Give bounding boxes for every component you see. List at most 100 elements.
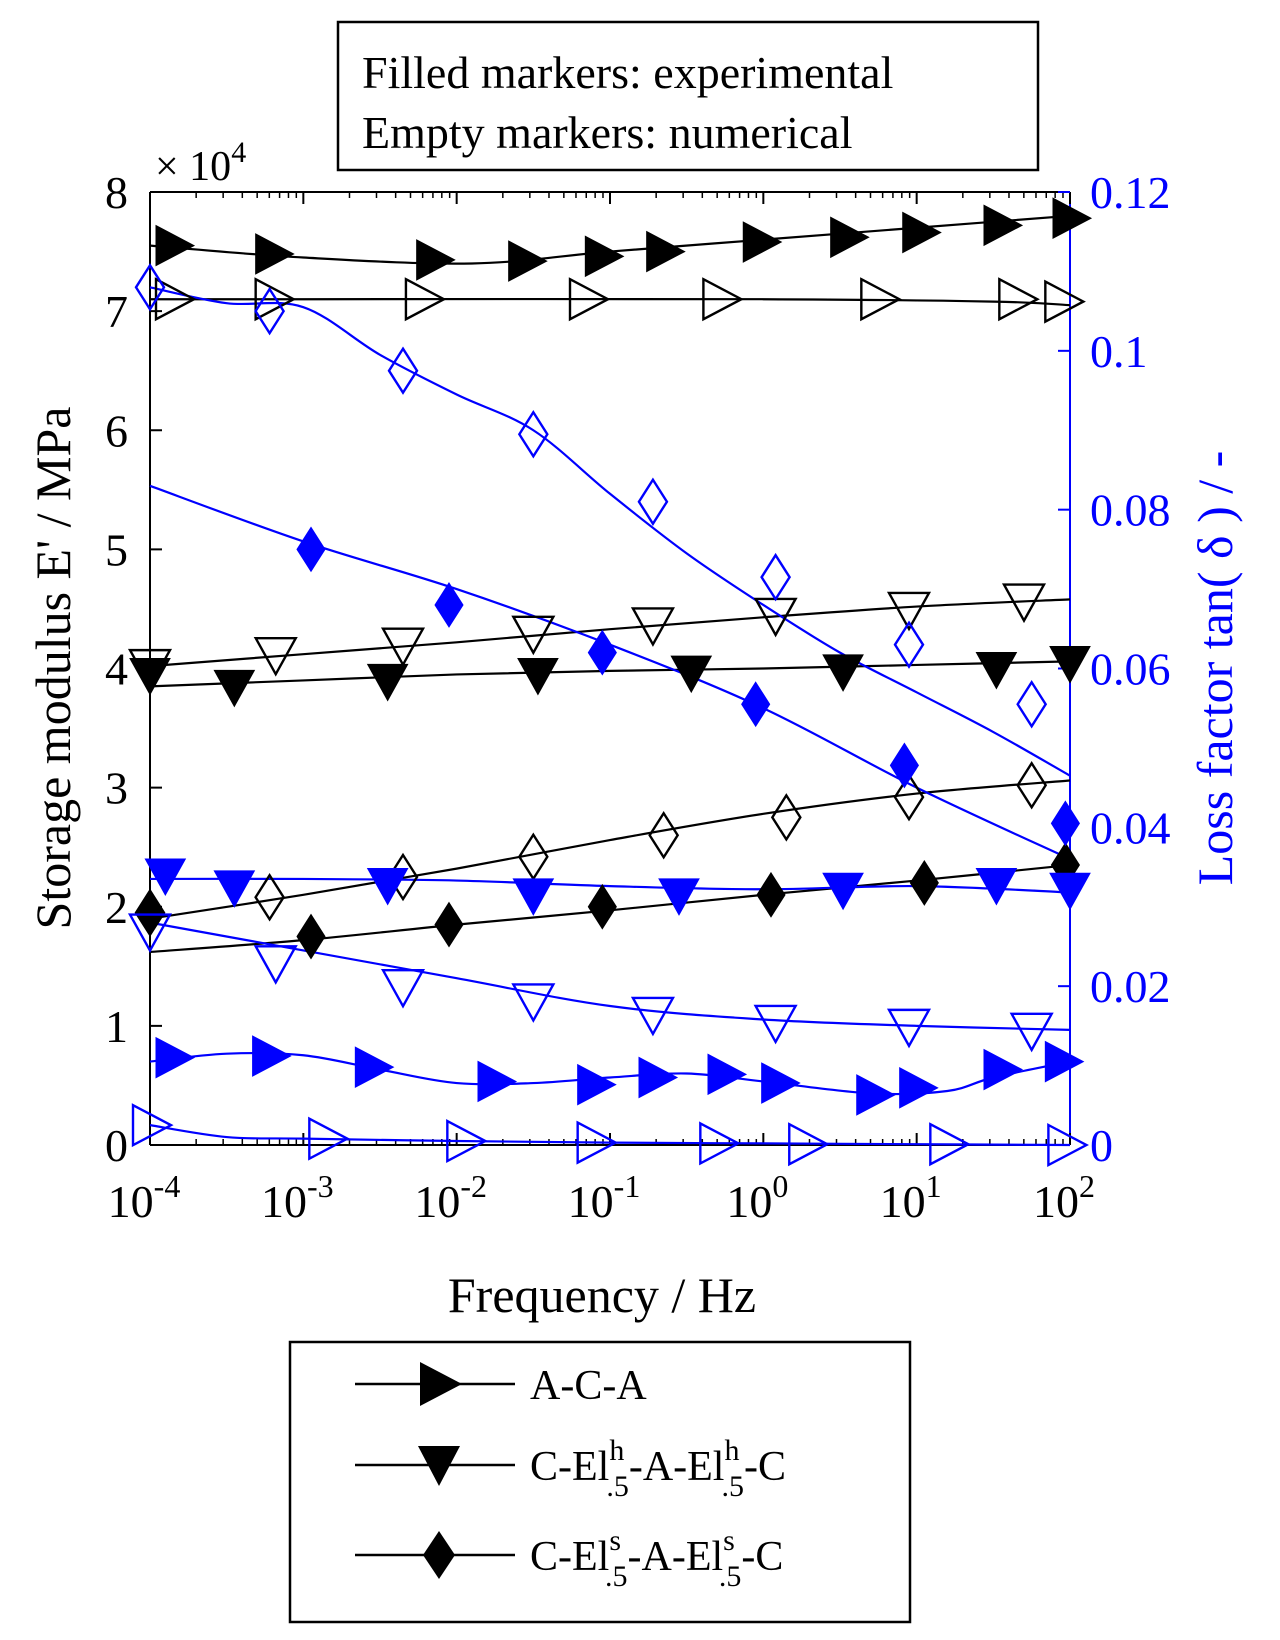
legend-marker-diamond [423, 1531, 455, 1579]
marker-c-el-s-a-el-s-c-loss-exp [587, 629, 617, 676]
marker-a-c-a-loss-exp [707, 1053, 748, 1096]
marker-a-c-a-loss-exp [155, 1036, 196, 1079]
series-line-a-c-a-loss-num [149, 1124, 1071, 1147]
x-tick-label: 10-2 [414, 1168, 487, 1227]
y-axis-right-label: Loss factor tan( δ ) / - [1187, 451, 1243, 886]
marker-c-el-s-a-el-s-c-loss-num [254, 286, 286, 336]
series-line-c-el-s-a-el-s-c-loss-num [149, 286, 1071, 777]
legend-label-aca: A-C-A [530, 1363, 647, 1409]
series-markers [127, 197, 1093, 1167]
marker-a-c-a-loss-exp [899, 1066, 939, 1109]
marker-a-c-a-storage-exp [255, 233, 295, 275]
y-left-tick-label: 0 [105, 1120, 128, 1171]
y-left-tick-label: 8 [105, 167, 128, 218]
marker-c-el-s-a-el-s-c-storage-exp [296, 913, 326, 960]
marker-c-el-s-a-el-s-c-storage-num [254, 872, 286, 922]
marker-a-c-a-loss-exp [1044, 1040, 1085, 1083]
marker-c-el-s-a-el-s-c-loss-num [134, 263, 166, 312]
marker-a-c-a-storage-exp [983, 204, 1024, 247]
marker-a-c-a-loss-num [131, 1103, 174, 1148]
marker-a-c-a-storage-num [702, 277, 744, 322]
marker-c-el-s-a-el-s-c-storage-num [893, 772, 925, 822]
series-curves [149, 214, 1071, 1147]
y-axis-left-label: Storage modulus E' / MPa [25, 407, 81, 930]
marker-c-el-s-a-el-s-c-storage-num [648, 811, 680, 860]
y-left-tick-label: 3 [105, 763, 128, 814]
marker-c-el-h-a-el-h-c-loss-num [511, 983, 556, 1023]
y-left-tick-label: 4 [105, 644, 128, 695]
marker-a-c-a-loss-exp [354, 1046, 395, 1088]
tick-labels: 10-4 10-3 10-2 10-1 100 101 10201234567800.020… [105, 167, 1171, 1227]
marker-c-el-h-a-el-h-c-loss-exp [512, 878, 555, 916]
marker-a-c-a-storage-exp [742, 221, 783, 263]
marker-a-c-a-storage-num [1044, 279, 1086, 324]
marker-c-el-h-a-el-h-c-storage-exp [670, 655, 713, 694]
marker-a-c-a-loss-exp [983, 1048, 1024, 1091]
marker-a-c-a-storage-exp [584, 235, 625, 278]
legend-label-el-h: C-Elh .5-A-Elh .5-C [530, 1434, 786, 1503]
marker-c-el-s-a-el-s-c-storage-num [770, 793, 802, 842]
marker-c-el-s-a-el-s-c-loss-num [387, 346, 419, 395]
x-tick-label: 10-3 [261, 1168, 334, 1227]
marker-c-el-s-a-el-s-c-loss-num [760, 552, 792, 602]
series-line-c-el-h-a-el-h-c-loss-num [149, 921, 1071, 1031]
marker-a-c-a-storage-exp [416, 239, 456, 281]
marker-c-el-h-a-el-h-c-loss-exp [144, 858, 187, 897]
y-left-tick-label: 7 [105, 286, 128, 337]
marker-c-el-s-a-el-s-c-storage-num [517, 832, 549, 881]
marker-a-c-a-loss-exp [761, 1062, 801, 1104]
y-right-tick-label: 0.1 [1090, 326, 1148, 377]
marker-a-c-a-storage-num [568, 277, 611, 322]
legend-marker-tri-right [420, 1362, 462, 1406]
marker-a-c-a-loss-num [308, 1116, 350, 1161]
marker-c-el-s-a-el-s-c-loss-exp [296, 526, 326, 573]
marker-c-el-h-a-el-h-c-storage-num [380, 627, 426, 668]
legend-label-el-s: C-Els .5-A-Els .5-C [530, 1524, 783, 1593]
marker-a-c-a-loss-exp [638, 1056, 679, 1099]
marker-c-el-s-a-el-s-c-loss-num [1016, 680, 1048, 729]
marker-c-el-h-a-el-h-c-storage-num [127, 648, 173, 689]
marker-c-el-h-a-el-h-c-storage-exp [822, 654, 864, 692]
marker-c-el-s-a-el-s-c-storage-exp [434, 901, 464, 948]
marker-c-el-h-a-el-h-c-storage-num [630, 607, 675, 647]
marker-a-c-a-loss-num [699, 1121, 741, 1166]
marker-a-c-a-loss-num [576, 1120, 619, 1165]
marker-c-el-h-a-el-h-c-storage-exp [213, 669, 256, 708]
marker-c-el-h-a-el-h-c-storage-num [1001, 583, 1047, 624]
marker-a-c-a-storage-exp [646, 230, 686, 273]
legend-frame [288, 1340, 912, 1624]
marker-c-el-s-a-el-s-c-storage-exp [909, 859, 939, 906]
series-line-c-el-h-a-el-h-c-storage-num [149, 598, 1071, 668]
note-line-filled: Filled markers: experimental [362, 47, 893, 98]
marker-c-el-h-a-el-h-c-loss-num [630, 996, 675, 1037]
marker-a-c-a-loss-num [446, 1119, 488, 1164]
marker-c-el-h-a-el-h-c-loss-num [753, 1004, 798, 1045]
marker-a-c-a-storage-exp [508, 240, 548, 282]
marker-c-el-s-a-el-s-c-storage-num [134, 888, 166, 937]
marker-c-el-h-a-el-h-c-storage-exp [975, 652, 1018, 690]
series-line-a-c-a-storage-num [149, 297, 1071, 307]
marker-a-c-a-storage-num [254, 277, 297, 322]
x-tick-label: 101 [880, 1168, 942, 1227]
x-tick-label: 10-1 [568, 1168, 641, 1227]
marker-c-el-h-a-el-h-c-storage-num [511, 615, 556, 656]
y-right-tick-label: 0 [1090, 1120, 1113, 1171]
marker-c-el-h-a-el-h-c-loss-num [253, 945, 298, 985]
marker-c-el-h-a-el-h-c-storage-exp [517, 657, 559, 696]
marker-c-el-h-a-el-h-c-loss-exp [366, 868, 409, 906]
y-left-tick-label: 2 [105, 882, 128, 933]
legend: A-C-A C-Elh .5-A-Elh .5-C C-Els .5-A-Els .5-… [288, 1340, 912, 1624]
marker-a-c-a-loss-num [929, 1122, 971, 1167]
y-left-multiplier: × 104 [155, 136, 246, 190]
y-right-tick-label: 0.12 [1090, 167, 1171, 218]
marker-c-el-h-a-el-h-c-loss-num [1009, 1012, 1054, 1053]
marker-c-el-s-a-el-s-c-loss-exp [741, 681, 771, 728]
x-tick-label: 100 [726, 1168, 788, 1227]
marker-c-el-h-a-el-h-c-storage-exp [366, 663, 409, 702]
marker-a-c-a-storage-exp [830, 216, 870, 259]
tick-marks [149, 191, 1071, 1146]
marker-a-c-a-loss-exp [477, 1060, 518, 1103]
x-tick-label: 10-4 [108, 1168, 181, 1227]
marker-c-el-h-a-el-h-c-loss-exp [1049, 872, 1091, 911]
